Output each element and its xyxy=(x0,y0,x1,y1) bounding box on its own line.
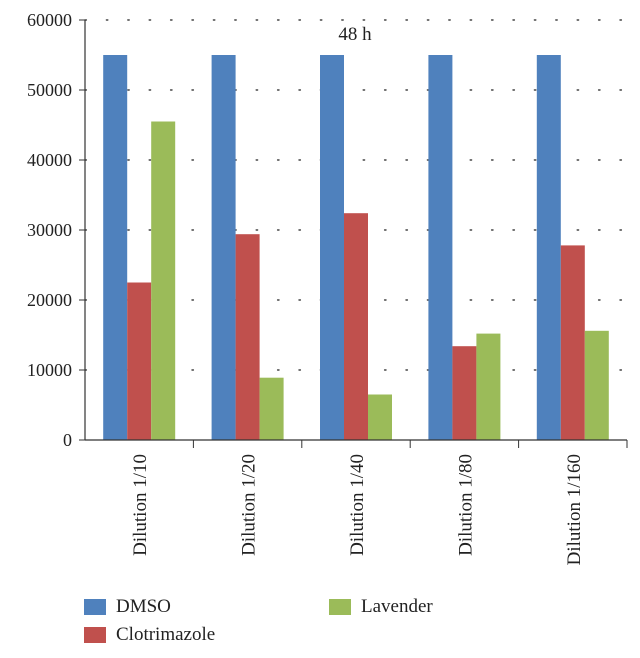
bar-chart: 48 h 0 10000 20000 30000 40000 50000 60000 Dil… xyxy=(27,10,628,565)
bar-dmso-2 xyxy=(320,55,344,440)
y-tick-label: 30000 xyxy=(27,220,72,240)
x-tick-labels: Dilution 1/10 Dilution 1/20 Dilution 1/40 D… xyxy=(130,454,585,565)
bar-lavender-0 xyxy=(151,121,176,440)
bars xyxy=(103,55,609,440)
y-tick-labels: 0 10000 20000 30000 40000 50000 60000 xyxy=(27,10,72,450)
legend-item-lavender: Lavender xyxy=(329,596,433,618)
bar-clotrimazole-1 xyxy=(235,234,260,440)
legend: DMSO Clotrimazole Lavender xyxy=(84,596,604,652)
bar-dmso-4 xyxy=(536,55,561,440)
bar-dmso-0 xyxy=(103,55,128,440)
y-tick-label: 0 xyxy=(63,430,72,450)
bar-lavender-3 xyxy=(476,333,501,440)
legend-item-clotrimazole: Clotrimazole xyxy=(84,624,215,646)
chart-title: 48 h xyxy=(338,24,372,45)
bar-lavender-4 xyxy=(584,330,609,440)
legend-swatch-lavender xyxy=(329,599,351,615)
legend-swatch-clotrimazole xyxy=(84,627,106,643)
legend-label-clotrimazole: Clotrimazole xyxy=(116,624,216,645)
bar-lavender-1 xyxy=(259,377,284,440)
y-tick-label: 20000 xyxy=(27,290,72,310)
bar-dmso-1 xyxy=(211,55,236,440)
y-tick-label: 10000 xyxy=(27,360,72,380)
bar-lavender-2 xyxy=(368,394,392,440)
bar-clotrimazole-2 xyxy=(344,213,368,440)
x-tick-label: Dilution 1/160 xyxy=(564,454,585,565)
x-tick-label: Dilution 1/80 xyxy=(455,454,476,556)
legend-item-dmso: DMSO xyxy=(84,596,171,618)
x-tick-label: Dilution 1/40 xyxy=(347,454,368,556)
bar-clotrimazole-4 xyxy=(560,245,585,440)
bar-dmso-3 xyxy=(428,55,453,440)
y-tick-label: 40000 xyxy=(27,150,72,170)
x-tick-label: Dilution 1/10 xyxy=(130,454,151,556)
bar-clotrimazole-0 xyxy=(127,282,152,440)
legend-swatch-dmso xyxy=(84,599,106,615)
legend-label-lavender: Lavender xyxy=(361,596,433,617)
y-tick-label: 60000 xyxy=(27,10,72,30)
axes xyxy=(79,19,628,448)
x-tick-label: Dilution 1/20 xyxy=(239,454,260,556)
legend-label-dmso: DMSO xyxy=(116,596,171,617)
y-tick-label: 50000 xyxy=(27,80,72,100)
bar-clotrimazole-3 xyxy=(452,346,477,440)
